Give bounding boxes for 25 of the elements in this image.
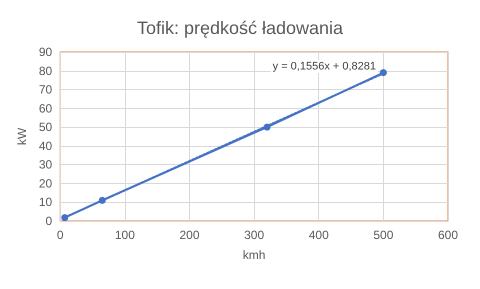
y-tick-label: 50	[38, 120, 53, 134]
y-tick-label: 80	[38, 64, 53, 78]
point	[98, 196, 106, 204]
annotation: y = 0,1556x + 0,8281	[272, 60, 376, 72]
point	[264, 124, 271, 131]
y-tick-label: 10	[38, 195, 53, 210]
x-tick-label: 100	[114, 228, 136, 242]
x-tick-label: 0	[56, 228, 64, 242]
x-tick-label: 600	[438, 228, 458, 242]
y-tick-label: 90	[38, 45, 53, 59]
point	[61, 214, 68, 222]
chart-title: Tofik: prędkość ładowania	[136, 18, 344, 38]
point	[380, 69, 387, 76]
x-tick-label: 300	[244, 228, 264, 242]
y-tick-label: 60	[38, 101, 53, 116]
x-tick-label: 500	[373, 228, 394, 242]
y-tick-label: 0	[46, 214, 53, 228]
y-axis-title: kW	[15, 127, 29, 146]
x-tick-label: 400	[308, 228, 330, 242]
x-axis-title: kmh	[242, 248, 266, 262]
y-tick-label: 40	[38, 138, 53, 153]
y-tick-label: 70	[38, 82, 53, 97]
y-tick-label: 20	[38, 176, 53, 190]
y-tick-label: 30	[38, 158, 53, 172]
x-tick-label: 200	[179, 228, 200, 242]
